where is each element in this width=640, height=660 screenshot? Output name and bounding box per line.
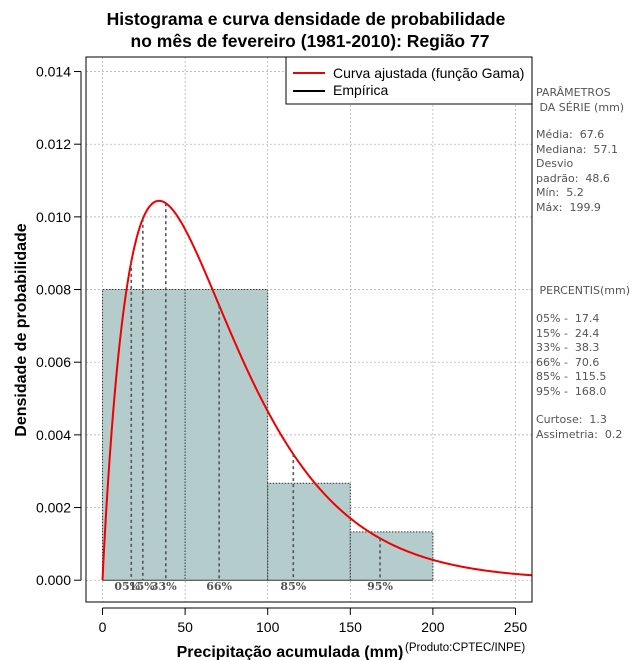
x-tick-label: 150 [339,619,363,635]
percentile-lines: 05%15%33% 66% 85% 95% [114,203,393,593]
fitted-curve-group [101,199,533,581]
x-tick-label: 50 [177,619,193,635]
fitted-gamma-curve [101,199,533,581]
y-tick-label: 0.012 [36,136,71,152]
x-tick-label: 0 [99,619,107,635]
x-tick-label: 200 [421,619,445,635]
credit-text: (Produto:CPTEC/INPE) [405,642,525,654]
percentile-label-85: 85% [280,580,306,593]
histogram-bars [102,289,434,581]
legend: Curva ajustada (função Gama) Empírica [285,56,533,105]
percentis-body: 05% - 17.4 15% - 24.4 33% - 38.3 66% - 7… [536,312,607,398]
legend-empirical-label: Empírica [333,82,388,98]
x-tick-label: 100 [256,619,280,635]
x-axis-label: Precipitação acumulada (mm) [177,644,404,660]
percentile-label-66: 66% [206,580,232,593]
y-axis-label: Densidade de probabilidade [13,223,30,436]
percentile-label-95: 95% [367,580,393,593]
histogram-bar-outline [102,289,269,581]
percentile-label-05: 05% [114,580,140,593]
y-tick-label: 0.008 [36,282,71,298]
y-tick-label: 0.000 [36,572,71,588]
legend-fitted-label: Curva ajustada (função Gama) [333,65,524,81]
legend-box [285,56,533,105]
percentile-label-15: 15% [129,580,155,593]
y-tick-label: 0.014 [36,64,71,80]
chart-title-line2: no mês de fevereiro (1981-2010): Região … [131,31,490,51]
x-tick-label: 250 [504,619,528,635]
percentis-title: PERCENTIS(mm) [536,284,630,297]
x-axis: 0 50 100 150 200 250 [99,607,528,635]
params-body: Média: 67.6 Mediana: 57.1 Desvio padrão:… [536,128,618,214]
y-tick-label: 0.010 [36,209,71,225]
chart-title-line1: Histograma e curva densidade de probabil… [107,9,506,29]
params-title: PARÂMETROS DA SÉRIE (mm) [536,86,625,114]
histogram-bar [267,483,351,581]
y-axis: 0.000 0.002 0.004 0.006 0.008 0.010 0.012 0.014 [36,64,82,588]
y-tick-label: 0.006 [36,354,71,370]
y-tick-label: 0.004 [36,427,71,443]
shape-stats: Curtose: 1.3 Assimetria: 0.2 [536,413,623,441]
percentile-label-33: 33% [151,580,177,593]
histogram-bar-outline [349,531,434,581]
y-tick-label: 0.002 [36,500,71,516]
